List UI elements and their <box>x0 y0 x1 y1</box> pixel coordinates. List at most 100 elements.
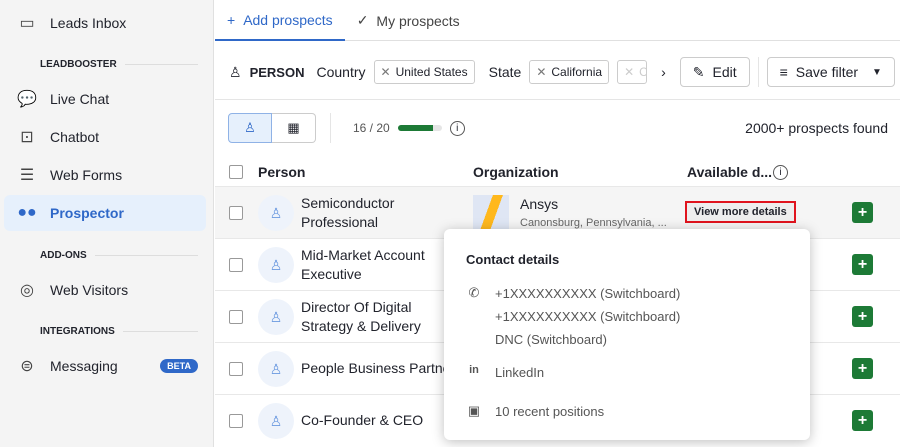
header-person[interactable]: Person <box>258 164 306 180</box>
sidebar-item-web-visitors[interactable]: ◎ Web Visitors <box>4 272 206 308</box>
phone-1[interactable]: +1XXXXXXXXXX (Switchboard) <box>495 286 681 301</box>
remove-icon[interactable]: ✕ <box>536 65 547 79</box>
filter-chip-country[interactable]: ✕ United States <box>373 60 475 84</box>
phone-icon: ✆ <box>468 285 480 300</box>
quota-count: 16 / 20 <box>353 121 390 135</box>
label: Web Visitors <box>50 282 129 298</box>
add-prospect-button[interactable]: + <box>852 306 873 327</box>
plus-icon: + <box>227 11 236 28</box>
add-prospect-button[interactable]: + <box>852 358 873 379</box>
info-icon[interactable]: i <box>449 120 465 136</box>
row-checkbox[interactable] <box>229 414 243 428</box>
label: Live Chat <box>50 91 110 107</box>
chatbot-icon: ⊡ <box>20 129 34 146</box>
message-icon: ⊜ <box>20 358 34 375</box>
pencil-icon: ✎ <box>692 63 705 80</box>
chip-label: C <box>639 65 648 79</box>
popover-title: Contact details <box>466 252 560 267</box>
label: Edit <box>712 64 737 80</box>
org-name[interactable]: Ansys <box>520 196 559 212</box>
label: Leads Inbox <box>50 15 127 31</box>
person-title[interactable]: Co-Founder & CEO <box>301 412 424 428</box>
avatar: ♙ <box>258 195 294 231</box>
label: Add prospects <box>243 11 333 28</box>
remove-icon[interactable]: ✕ <box>624 65 635 79</box>
filter-chip-truncated[interactable]: ✕ C <box>617 60 648 84</box>
row-checkbox[interactable] <box>229 362 243 376</box>
save-filter-button[interactable]: ≡ Save filter ▼ <box>766 57 895 87</box>
section-add-ons: ADD-ONS <box>40 250 198 261</box>
chat-icon: 💬 <box>17 91 37 108</box>
info-icon[interactable]: i <box>773 164 788 180</box>
section-integrations: INTEGRATIONS <box>40 326 198 337</box>
divider <box>330 113 331 143</box>
person-icon: ♙ <box>244 120 256 135</box>
divider <box>215 99 900 100</box>
label: Save filter <box>795 64 859 80</box>
header-organization[interactable]: Organization <box>473 164 559 180</box>
row-checkbox[interactable] <box>229 310 243 324</box>
table-row[interactable]: ♙ Co-Founder & CEO + <box>215 394 900 446</box>
remove-icon[interactable]: ✕ <box>380 65 391 79</box>
sidebar-item-messaging[interactable]: ⊜ Messaging BETA <box>4 348 206 384</box>
person-title[interactable]: Director Of Digital Strategy & Delivery <box>301 299 421 334</box>
label: Web Forms <box>50 167 123 183</box>
org-location: Canonsburg, Pennsylvania, ... <box>520 217 667 229</box>
sidebar-item-chatbot[interactable]: ⊡ Chatbot <box>4 119 206 155</box>
linkedin-link[interactable]: LinkedIn <box>495 365 545 380</box>
avatar: ♙ <box>258 351 294 387</box>
check-icon: ✓ <box>356 12 369 28</box>
person-title[interactable]: People Business Partner <box>301 360 444 376</box>
row-checkbox[interactable] <box>229 258 243 272</box>
org-logo <box>473 195 509 233</box>
chip-label: United States <box>395 65 468 79</box>
view-more-details-button[interactable]: View more details <box>685 201 796 223</box>
state-label: State <box>488 64 522 80</box>
label: Messaging <box>50 358 118 374</box>
building-icon: ▦ <box>287 120 300 135</box>
organization-view-toggle[interactable]: ▦ <box>272 113 316 143</box>
tab-add-prospects[interactable]: + Add prospects <box>215 0 345 41</box>
filter-type: PERSON <box>249 64 305 80</box>
avatar: ♙ <box>258 247 294 283</box>
section-leadbooster: LEADBOOSTER <box>40 59 198 70</box>
header-available-details[interactable]: Available d... <box>687 164 773 180</box>
person-view-toggle[interactable]: ♙ <box>228 113 272 143</box>
briefcase-icon: ▣ <box>467 403 481 418</box>
sidebar-item-leads-inbox[interactable]: ▭ Leads Inbox <box>4 5 206 41</box>
person-title[interactable]: Semiconductor Professional <box>301 195 395 230</box>
recent-positions[interactable]: 10 recent positions <box>495 404 605 419</box>
phone-3: DNC (Switchboard) <box>495 332 607 347</box>
row-checkbox[interactable] <box>229 206 243 220</box>
sidebar-item-live-chat[interactable]: 💬 Live Chat <box>4 81 206 117</box>
quota-progress-fill <box>397 125 433 131</box>
beta-badge: BETA <box>160 359 198 373</box>
prospects-found: 2000+ prospects found <box>745 120 888 136</box>
filter-chip-state[interactable]: ✕ California <box>529 60 610 84</box>
sidebar-item-prospector[interactable]: ●● Prospector <box>4 195 206 231</box>
quota-progress <box>397 125 442 131</box>
form-icon: ☰ <box>19 167 35 184</box>
linkedin-icon: in <box>469 364 479 376</box>
inbox-icon: ▭ <box>19 15 35 32</box>
contact-details-popover: Contact details ✆ +1XXXXXXXXXX (Switchbo… <box>444 229 810 440</box>
avatar: ♙ <box>258 403 294 439</box>
sidebar: ▭ Leads Inbox LEADBOOSTER 💬 Live Chat ⊡ Cha… <box>0 0 214 447</box>
tab-my-prospects[interactable]: ✓ My prospects <box>345 0 472 41</box>
chip-label: California <box>551 65 603 79</box>
label: Chatbot <box>50 129 100 145</box>
chevron-right-icon[interactable]: › <box>661 64 666 80</box>
select-all-checkbox[interactable] <box>229 165 243 179</box>
sidebar-item-web-forms[interactable]: ☰ Web Forms <box>4 157 206 193</box>
country-label: Country <box>316 64 366 80</box>
person-title[interactable]: Mid-Market Account Executive <box>301 247 425 282</box>
add-prospect-button[interactable]: + <box>852 254 873 275</box>
add-prospect-button[interactable]: + <box>852 202 873 223</box>
edit-button[interactable]: ✎ Edit <box>679 57 750 87</box>
table-row[interactable]: ♙ Semiconductor Professional Ansys Canon… <box>215 186 900 238</box>
label: My prospects <box>376 12 460 29</box>
phone-2[interactable]: +1XXXXXXXXXX (Switchboard) <box>495 309 681 324</box>
binoculars-icon: ●● <box>17 204 37 221</box>
label: Prospector <box>50 205 124 221</box>
add-prospect-button[interactable]: + <box>852 410 873 431</box>
